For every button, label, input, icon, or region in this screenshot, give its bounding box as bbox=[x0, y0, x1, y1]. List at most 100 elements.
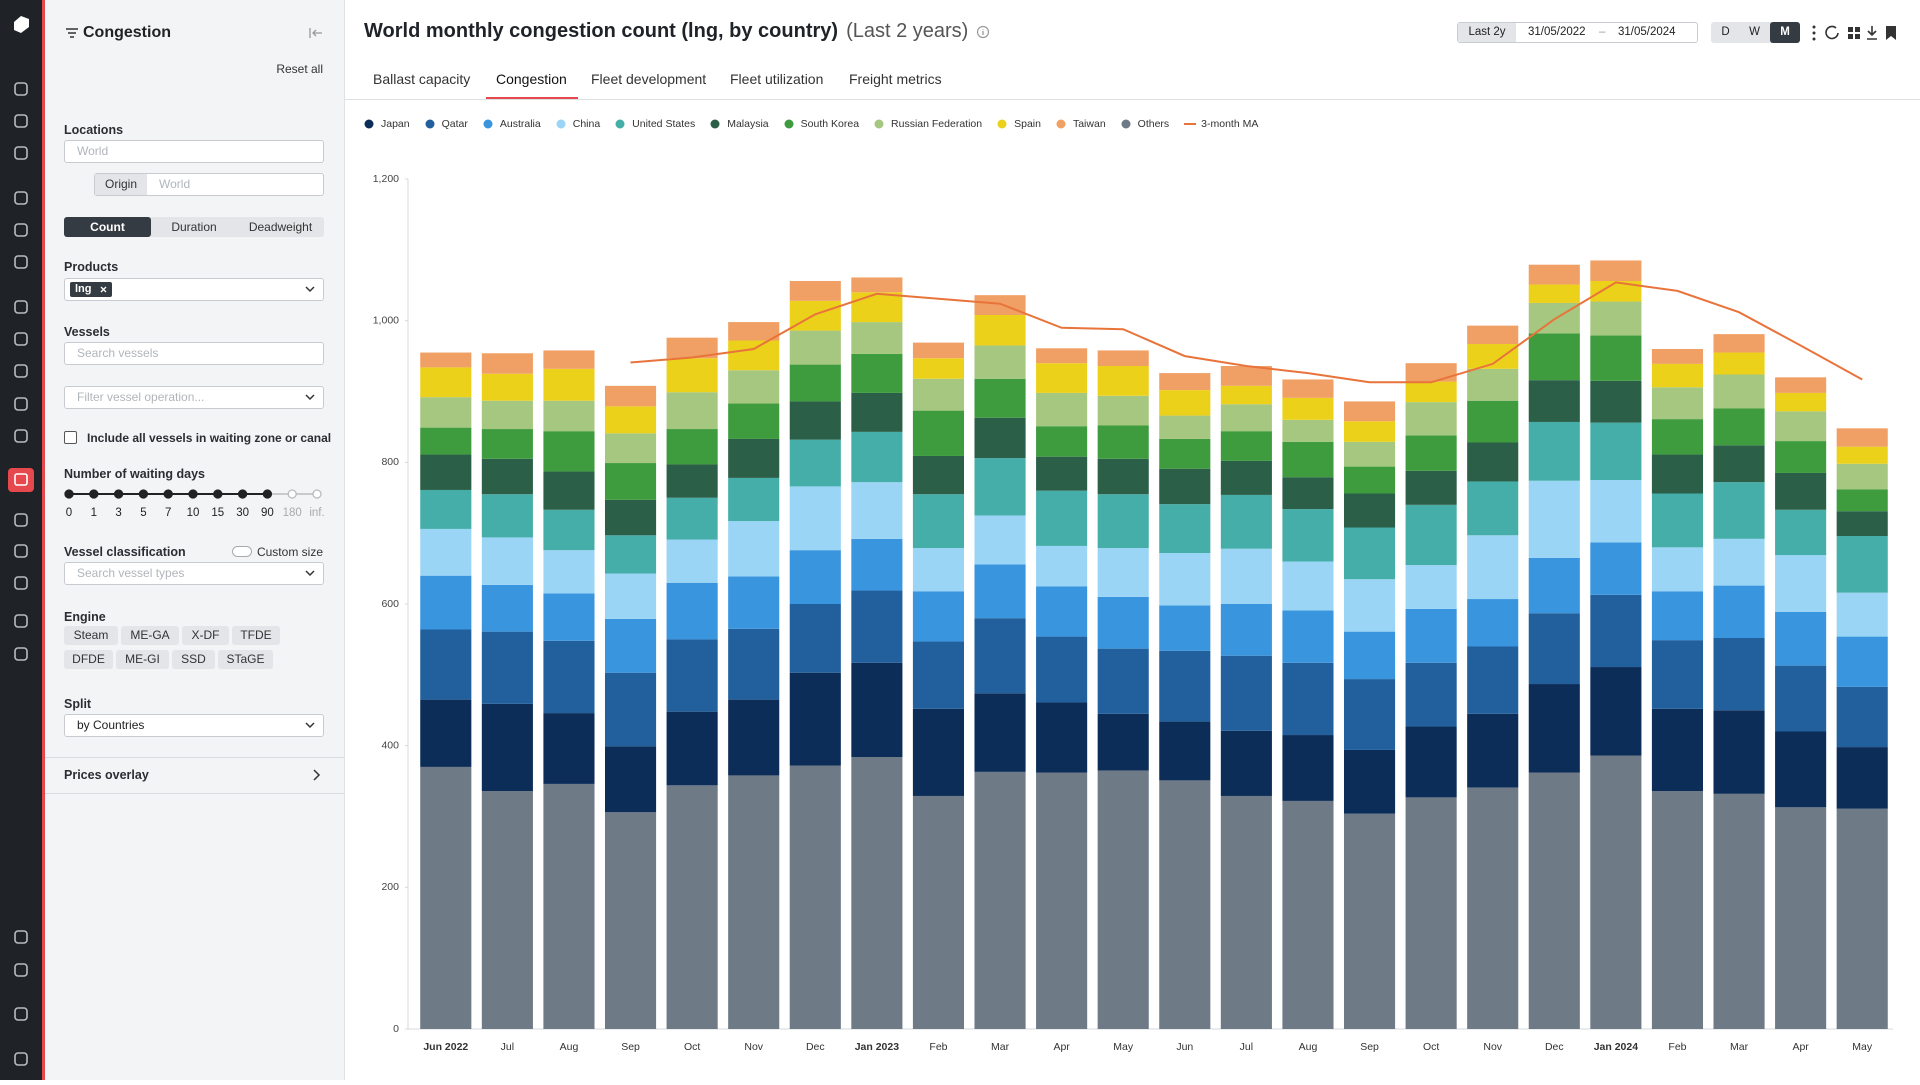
engine-chip[interactable]: ME-GI bbox=[116, 650, 169, 669]
nav-icon[interactable] bbox=[14, 300, 28, 314]
legend-label: 3-month MA bbox=[1201, 118, 1259, 130]
expand-icon[interactable] bbox=[313, 769, 321, 781]
metric-option[interactable]: Duration bbox=[171, 220, 217, 234]
bar-segment bbox=[420, 699, 472, 767]
bar-segment bbox=[1097, 425, 1149, 459]
layout-icon[interactable] bbox=[1848, 27, 1860, 39]
bar-segment bbox=[851, 482, 903, 539]
tabs-border bbox=[345, 99, 1920, 100]
more-icon[interactable] bbox=[1812, 25, 1816, 41]
bar-segment bbox=[1036, 586, 1088, 637]
nav-icon[interactable] bbox=[14, 397, 28, 411]
engine-chip[interactable]: STaGE bbox=[218, 650, 273, 669]
engine-chip[interactable]: SSD bbox=[172, 650, 215, 669]
nav-icon[interactable] bbox=[14, 82, 28, 96]
metric-option[interactable]: Count bbox=[64, 217, 151, 237]
bar-segment bbox=[1343, 813, 1396, 1029]
tab[interactable]: Fleet utilization bbox=[730, 71, 824, 87]
granularity-option[interactable]: W bbox=[1749, 26, 1760, 38]
nav-icon[interactable] bbox=[14, 930, 28, 944]
bar-segment bbox=[543, 550, 595, 594]
nav-icon[interactable] bbox=[14, 544, 28, 558]
end-date[interactable]: 31/05/2024 bbox=[1618, 26, 1676, 38]
nav-icon[interactable] bbox=[14, 429, 28, 443]
type-select[interactable]: Search vessel types bbox=[64, 562, 324, 585]
nav-icon[interactable] bbox=[14, 513, 28, 527]
metric-option[interactable]: Deadweight bbox=[248, 220, 313, 234]
start-date[interactable]: 31/05/2022 bbox=[1528, 26, 1586, 38]
day-label: 180 bbox=[282, 507, 302, 519]
tab-active[interactable]: Congestion bbox=[496, 71, 567, 87]
checkbox-label[interactable]: Include all vessels in waiting zone or c… bbox=[87, 431, 332, 445]
bar-segment bbox=[1343, 493, 1396, 528]
tab[interactable]: Fleet development bbox=[591, 71, 707, 87]
granularity-option[interactable]: D bbox=[1721, 26, 1730, 38]
bar-segment bbox=[912, 591, 965, 642]
waiting-days-slider[interactable] bbox=[59, 485, 329, 503]
split-select[interactable]: by Countries bbox=[64, 714, 324, 737]
bar-segment bbox=[543, 593, 595, 641]
bar-segment bbox=[1467, 325, 1519, 345]
operation-select[interactable]: Filter vessel operation... bbox=[64, 386, 324, 409]
origin-field[interactable]: Origin World bbox=[94, 173, 324, 196]
filter-panel: Congestion Reset all Locations World Ori… bbox=[45, 0, 345, 1080]
tab[interactable]: Freight metrics bbox=[849, 71, 942, 87]
product-tag[interactable]: lng bbox=[70, 282, 112, 297]
prices-overlay[interactable]: Prices overlay bbox=[64, 768, 149, 782]
bar-segment bbox=[912, 410, 965, 456]
nav-icon[interactable] bbox=[14, 332, 28, 346]
bookmark-icon[interactable] bbox=[1886, 26, 1896, 40]
nav-icon[interactable] bbox=[14, 614, 28, 628]
bar-segment bbox=[1405, 470, 1457, 505]
y-tick-label: 1,200 bbox=[373, 173, 399, 185]
x-tick-label: Aug bbox=[560, 1041, 579, 1053]
chevron-icon bbox=[305, 570, 315, 577]
nav-icon[interactable] bbox=[14, 647, 28, 661]
nav-icon[interactable] bbox=[14, 364, 28, 378]
checkbox[interactable] bbox=[64, 431, 77, 444]
date-range[interactable]: Last 2y 31/05/2022 – 31/05/2024 bbox=[1457, 22, 1698, 43]
bar-segment bbox=[1713, 710, 1765, 794]
origin-button[interactable]: Origin bbox=[95, 174, 147, 195]
tab[interactable]: Ballast capacity bbox=[373, 71, 471, 87]
nav-icon[interactable] bbox=[14, 146, 28, 160]
nav-icon[interactable] bbox=[14, 963, 28, 977]
refresh-icon[interactable] bbox=[1825, 25, 1839, 40]
bar-segment bbox=[789, 672, 841, 766]
nav-icon[interactable] bbox=[14, 255, 28, 269]
legend-marker bbox=[710, 119, 720, 129]
nav-icon-active[interactable] bbox=[8, 468, 34, 492]
remove-tag-icon[interactable] bbox=[100, 286, 107, 293]
vessel-search[interactable]: Search vessels bbox=[64, 342, 324, 365]
download-icon[interactable] bbox=[1867, 26, 1877, 40]
slider-stop bbox=[213, 489, 223, 499]
nav-icon[interactable] bbox=[14, 1007, 28, 1021]
bar-segment bbox=[851, 431, 903, 483]
nav-icon[interactable] bbox=[14, 223, 28, 237]
location-input[interactable]: World bbox=[64, 140, 324, 163]
operation-placeholder: Filter vessel operation... bbox=[77, 390, 205, 404]
legend-marker bbox=[364, 119, 374, 129]
bar-segment bbox=[1775, 665, 1827, 732]
engine-chip[interactable]: X-DF bbox=[182, 626, 229, 645]
reset-button[interactable]: Reset all bbox=[276, 62, 323, 76]
granularity-option[interactable]: M bbox=[1770, 22, 1800, 43]
collapse-button[interactable] bbox=[308, 27, 324, 39]
engine-chip[interactable]: TFDE bbox=[232, 626, 280, 645]
products-select[interactable]: lng bbox=[64, 278, 324, 301]
nav-icon[interactable] bbox=[14, 114, 28, 128]
bar-segment bbox=[481, 703, 533, 791]
custom-size-toggle[interactable] bbox=[232, 546, 252, 557]
engine-chip[interactable]: Steam bbox=[64, 626, 118, 645]
chart-subtitle: (Last 2 years) bbox=[846, 20, 969, 42]
bar-segment bbox=[666, 337, 718, 359]
engine-chip[interactable]: DFDE bbox=[64, 650, 113, 669]
nav-icon[interactable] bbox=[14, 191, 28, 205]
x-tick-label: Apr bbox=[1792, 1041, 1809, 1053]
engine-chip[interactable]: ME-GA bbox=[121, 626, 179, 645]
bar-segment bbox=[1036, 348, 1088, 364]
range-button[interactable]: Last 2y bbox=[1458, 23, 1516, 42]
nav-icon[interactable] bbox=[14, 576, 28, 590]
info-icon[interactable] bbox=[976, 25, 990, 39]
nav-icon[interactable] bbox=[14, 1052, 28, 1066]
